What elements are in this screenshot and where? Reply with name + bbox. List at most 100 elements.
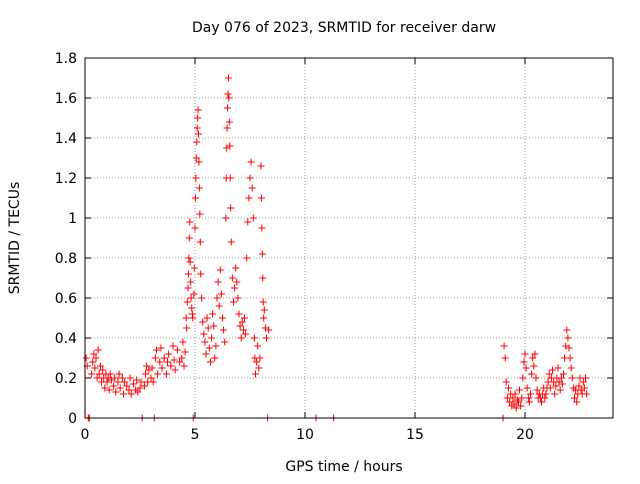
- data-point: [225, 94, 233, 102]
- data-point: [158, 364, 166, 372]
- data-point: [522, 364, 530, 372]
- data-point: [256, 354, 264, 362]
- data-point: [525, 398, 533, 406]
- data-point: [505, 384, 512, 392]
- data-point: [89, 358, 97, 366]
- data-point: [556, 386, 564, 394]
- data-point: [186, 258, 194, 266]
- data-point: [512, 404, 520, 412]
- data-point: [566, 354, 574, 362]
- data-point: [531, 350, 539, 358]
- data-point: [195, 184, 203, 192]
- data-point: [198, 294, 206, 302]
- data-point: [580, 384, 588, 392]
- data-point: [231, 284, 239, 292]
- data-point: [184, 270, 192, 278]
- data-point: [583, 390, 591, 398]
- data-point: [511, 390, 519, 398]
- data-point: [194, 106, 202, 114]
- data-point: [502, 378, 510, 386]
- data-point: [235, 310, 243, 318]
- data-point: [549, 366, 556, 374]
- data-point: [516, 386, 523, 394]
- data-point: [208, 334, 215, 342]
- chart-title: Day 076 of 2023, SRMTID for receiver dar…: [192, 20, 496, 36]
- data-point: [521, 350, 529, 358]
- data-point: [239, 326, 247, 334]
- plot-frame: [84, 57, 614, 419]
- data-point: [165, 350, 173, 358]
- data-point: [193, 124, 201, 132]
- data-point: [246, 174, 254, 182]
- data-point: [140, 382, 148, 390]
- x-tick-label: 20: [516, 427, 534, 443]
- data-point: [228, 274, 236, 282]
- data-point: [517, 402, 525, 410]
- data-point: [183, 298, 191, 306]
- data-point: [203, 314, 211, 322]
- data-point: [111, 374, 119, 382]
- y-tick-label: 1.4: [55, 131, 77, 147]
- data-point: [529, 354, 537, 362]
- data-point: [224, 74, 232, 82]
- data-point: [557, 374, 565, 382]
- data-point: [582, 374, 589, 382]
- data-point: [575, 382, 583, 390]
- data-point: [103, 378, 111, 386]
- data-point: [187, 278, 195, 286]
- data-point: [192, 174, 200, 182]
- data-point: [219, 314, 226, 322]
- data-point: [259, 274, 267, 282]
- x-tick-label: 0: [81, 427, 90, 443]
- data-point: [153, 346, 160, 354]
- data-point: [171, 366, 179, 374]
- data-point: [554, 364, 562, 372]
- data-point: [95, 370, 103, 378]
- data-point: [99, 366, 107, 374]
- data-point: [193, 138, 201, 146]
- data-point: [147, 374, 155, 382]
- data-point: [185, 254, 193, 262]
- data-point: [579, 378, 587, 386]
- data-point: [214, 278, 222, 286]
- data-point: [263, 334, 270, 342]
- data-point: [167, 362, 175, 370]
- data-point: [195, 158, 203, 166]
- data-point: [148, 364, 156, 372]
- data-point: [206, 358, 214, 366]
- data-point: [173, 346, 181, 354]
- data-point: [258, 224, 266, 232]
- axes: 0 0.2 0.4 0.6 0.8 1 1.2 1.4 1.6 1.8 0 5 10 15 20: [55, 51, 613, 443]
- data-point: [528, 370, 536, 378]
- data-point: [115, 370, 123, 378]
- data-point: [101, 384, 109, 392]
- data-point: [127, 390, 135, 398]
- data-point: [258, 250, 266, 258]
- data-point: [226, 174, 234, 182]
- data-point: [196, 238, 204, 246]
- data-point: [112, 388, 120, 396]
- data-series: [82, 74, 591, 422]
- data-point: [524, 394, 532, 402]
- data-point: [217, 290, 225, 298]
- data-point: [249, 214, 257, 222]
- data-point: [204, 324, 212, 332]
- data-point: [222, 214, 230, 222]
- data-point: [190, 290, 198, 298]
- data-point: [205, 344, 213, 352]
- data-point: [234, 294, 242, 302]
- data-point: [192, 154, 200, 162]
- data-point: [538, 398, 545, 406]
- y-tick-label: 0.4: [55, 331, 77, 347]
- data-point: [244, 218, 252, 226]
- data-point: [170, 356, 178, 364]
- data-point: [213, 294, 221, 302]
- data-point: [179, 338, 187, 346]
- data-point: [542, 390, 550, 398]
- data-point: [210, 322, 218, 330]
- data-point: [245, 194, 253, 202]
- y-axis-label: SRMTID / TECUs: [7, 182, 23, 295]
- data-point: [519, 374, 527, 382]
- data-point: [118, 374, 126, 382]
- data-point: [225, 118, 233, 126]
